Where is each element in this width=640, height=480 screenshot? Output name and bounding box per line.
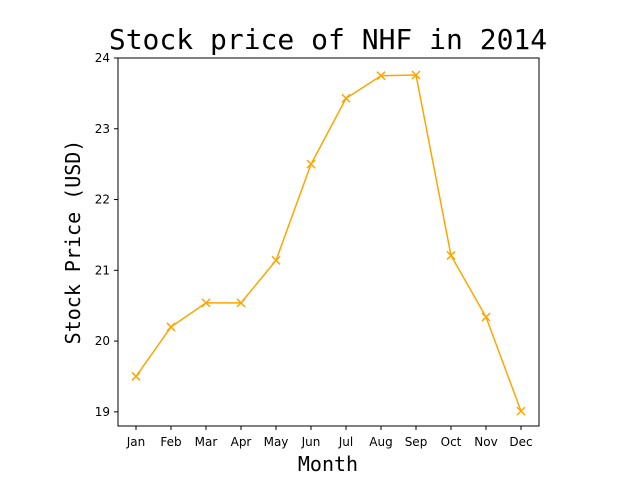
x-tick-label: Mar [195, 435, 218, 449]
y-tick-label: 24 [95, 51, 110, 65]
data-point-x-marker [516, 406, 526, 416]
y-axis: 19 20 21 22 23 24 [95, 51, 118, 419]
plot-area [117, 57, 540, 427]
x-axis: Jan Feb Mar Apr May Jun Jul Aug Sep Oct Nov Dec [126, 426, 533, 449]
data-point-x-marker [306, 159, 316, 169]
data-point-x-marker [201, 298, 211, 308]
data-point-x-marker [131, 371, 141, 381]
x-tick-label: Jan [126, 435, 146, 449]
x-tick-label: Jun [301, 435, 321, 449]
x-tick-label: May [264, 435, 289, 449]
x-tick-label: Nov [474, 435, 497, 449]
data-point-x-marker [446, 250, 456, 260]
data-point-x-marker [376, 71, 386, 81]
series-layer [131, 70, 526, 416]
plot-frame [117, 57, 540, 427]
x-tick-label: Aug [369, 435, 392, 449]
data-point-x-marker [166, 322, 176, 332]
data-point-x-marker [411, 70, 421, 80]
x-tick-label: Oct [441, 435, 462, 449]
y-axis-label: Stock Price (USD) [61, 140, 85, 345]
data-point-x-marker [236, 298, 246, 308]
data-point-x-marker [481, 312, 491, 322]
x-tick-label: Dec [509, 435, 532, 449]
y-tick-label: 21 [95, 263, 110, 277]
data-point-x-marker [341, 93, 351, 103]
data-point-x-marker [271, 255, 281, 265]
y-tick-label: 19 [95, 405, 110, 419]
x-tick-label: Sep [405, 435, 428, 449]
x-axis-label: Month [298, 452, 358, 476]
x-tick-label: Jul [338, 435, 353, 449]
chart-title: Stock price of NHF in 2014 [109, 23, 547, 56]
series-line [135, 74, 522, 412]
y-tick-label: 23 [95, 122, 110, 136]
x-tick-label: Feb [160, 435, 181, 449]
y-tick-label: 20 [95, 334, 110, 348]
y-tick-label: 22 [95, 193, 110, 207]
x-tick-label: Apr [231, 435, 252, 449]
